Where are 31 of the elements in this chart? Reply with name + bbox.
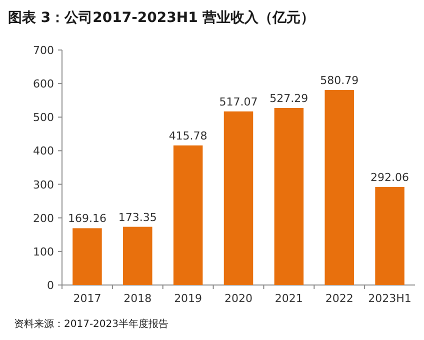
bar (224, 111, 254, 285)
bar (72, 228, 102, 285)
text: 资料来源：2017-2023半年度报告 (14, 318, 169, 330)
data-label: 580.79 (320, 74, 359, 88)
data-label: 169.16 (68, 212, 106, 226)
data-label: 173.35 (118, 210, 157, 224)
bar (324, 90, 354, 285)
data-label: 527.29 (270, 92, 308, 105)
bar (173, 145, 203, 285)
chart-title: 图表 3：公司2017-2023H1 营业收入（亿元） (8, 10, 315, 26)
y-tick-label: 200 (33, 212, 54, 225)
x-tick-label: 2017 (73, 292, 102, 305)
data-label: 517.07 (219, 95, 258, 108)
x-tick-label: 2021 (274, 292, 303, 305)
bar (375, 186, 404, 285)
data-label: 415.78 (168, 129, 208, 142)
x-tick-label: 2020 (224, 292, 252, 305)
bar (123, 226, 152, 285)
x-tick-label: 2023H1 (368, 292, 412, 305)
y-tick-label: 400 (33, 144, 54, 158)
x-tick-label: 2022 (325, 292, 354, 305)
y-tick-label: 500 (33, 111, 54, 124)
y-tick-label: 100 (33, 245, 54, 258)
x-tick-label: 2019 (174, 292, 202, 305)
bar (274, 108, 304, 285)
x-tick-label: 2018 (124, 292, 152, 305)
data-label: 292.06 (370, 170, 410, 184)
y-tick-label: 300 (33, 178, 54, 192)
y-tick-label: 600 (33, 78, 54, 91)
y-tick-label: 0 (47, 279, 54, 292)
y-tick-label: 700 (33, 44, 54, 57)
